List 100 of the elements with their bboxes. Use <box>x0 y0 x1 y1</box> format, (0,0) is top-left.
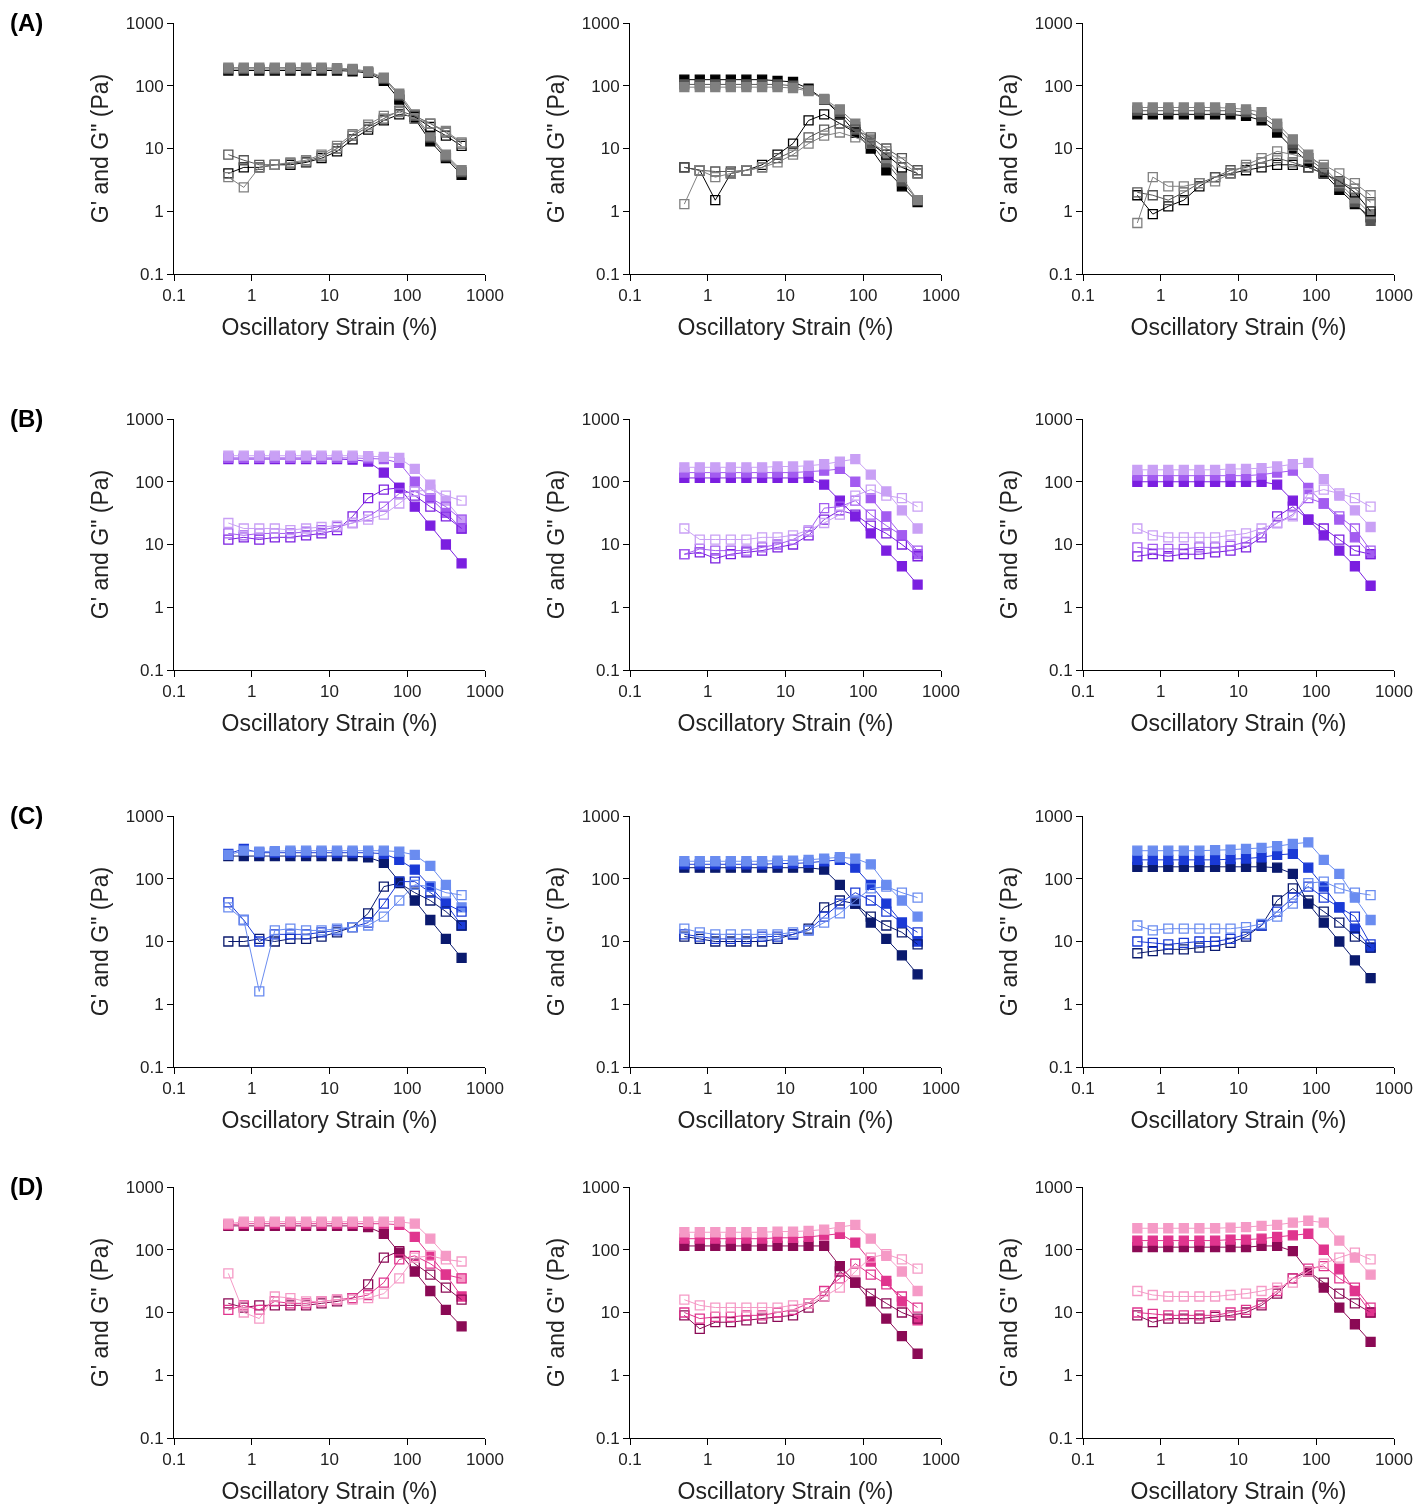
y-tick-label: 10 <box>144 139 164 159</box>
x-tick-label: 10 <box>320 1079 339 1099</box>
x-tick-label: 10 <box>776 286 795 306</box>
y-tick-label: 10 <box>144 1303 164 1323</box>
y-tick-label: 10 <box>600 139 620 159</box>
chart-title: (B) <box>10 405 44 433</box>
x-tick-label: 1 <box>247 682 257 702</box>
y-tick-label: 1000 <box>125 1177 164 1197</box>
y-tick-label: 0.1 <box>139 264 164 284</box>
y-tick-label: 1000 <box>1034 409 1073 429</box>
x-axis-title: Oscillatory Strain (%) <box>677 314 894 340</box>
x-tick-label: 10 <box>1229 682 1248 702</box>
y-tick-label: 1000 <box>1034 806 1073 826</box>
y-tick-label: 0.1 <box>1048 1057 1073 1077</box>
x-tick-label: 100 <box>849 682 878 702</box>
x-tick-label: 1000 <box>466 682 504 702</box>
x-axis-title: Oscillatory Strain (%) <box>221 710 438 736</box>
x-tick-label: 10 <box>776 1450 795 1470</box>
chart-title: (A) <box>10 9 44 37</box>
x-tick-label: 1 <box>247 1079 257 1099</box>
x-tick-label: 1000 <box>922 286 960 306</box>
y-tick-label: 0.1 <box>595 264 620 284</box>
x-axis-title: Oscillatory Strain (%) <box>677 710 894 736</box>
x-tick-label: 1 <box>1156 682 1166 702</box>
y-axis-title: G' and G" (Pa) <box>996 1237 1023 1388</box>
chart-title: (D) <box>10 1173 44 1201</box>
y-axis-title: G' and G" (Pa) <box>543 73 570 224</box>
x-tick-label: 100 <box>1302 682 1331 702</box>
x-tick-label: 100 <box>393 1450 422 1470</box>
x-tick-label: 10 <box>320 1450 339 1470</box>
x-tick-label: 1 <box>703 682 713 702</box>
y-tick-label: 1 <box>154 1366 164 1386</box>
y-axis-title: G' and G" (Pa) <box>543 866 570 1017</box>
y-tick-label: 100 <box>135 869 164 889</box>
x-axis-title: Oscillatory Strain (%) <box>221 314 438 340</box>
y-tick-label: 1 <box>154 598 164 618</box>
x-tick-label: 100 <box>1302 1079 1331 1099</box>
y-tick-label: 100 <box>1044 472 1073 492</box>
x-axis-title: Oscillatory Strain (%) <box>221 1478 438 1504</box>
y-tick-label: 10 <box>1053 535 1073 555</box>
y-tick-label: 10 <box>600 932 620 952</box>
x-tick-label: 1000 <box>1375 286 1413 306</box>
x-tick-label: 100 <box>849 1450 878 1470</box>
y-tick-label: 10 <box>600 535 620 555</box>
y-tick-label: 10 <box>1053 932 1073 952</box>
y-tick-label: 100 <box>135 472 164 492</box>
x-tick-label: 1000 <box>922 682 960 702</box>
y-tick-label: 10 <box>144 535 164 555</box>
x-tick-label: 1000 <box>466 1450 504 1470</box>
y-tick-label: 1000 <box>581 409 620 429</box>
chart-title: (C) <box>10 802 44 830</box>
y-tick-label: 1 <box>610 1366 620 1386</box>
y-axis-title: G' and G" (Pa) <box>996 866 1023 1017</box>
y-axis-title: G' and G" (Pa) <box>996 73 1023 224</box>
y-tick-label: 100 <box>135 1240 164 1260</box>
x-tick-label: 10 <box>776 1079 795 1099</box>
y-tick-label: 1 <box>610 995 620 1015</box>
x-tick-label: 1000 <box>1375 1079 1413 1099</box>
x-tick-label: 1000 <box>466 1079 504 1099</box>
y-tick-label: 100 <box>1044 1240 1073 1260</box>
y-tick-label: 100 <box>591 76 620 96</box>
y-tick-label: 0.1 <box>1048 660 1073 680</box>
y-tick-label: 10 <box>144 932 164 952</box>
y-tick-label: 1 <box>154 202 164 222</box>
x-tick-label: 1000 <box>466 286 504 306</box>
x-tick-label: 10 <box>1229 286 1248 306</box>
x-tick-label: 1 <box>1156 1450 1166 1470</box>
y-axis-title: G' and G" (Pa) <box>87 469 114 620</box>
y-tick-label: 1000 <box>125 409 164 429</box>
x-tick-label: 10 <box>1229 1079 1248 1099</box>
y-tick-label: 10 <box>600 1303 620 1323</box>
y-tick-label: 1 <box>1063 995 1073 1015</box>
y-axis-title: G' and G" (Pa) <box>543 469 570 620</box>
x-axis-title: Oscillatory Strain (%) <box>1130 1107 1347 1133</box>
y-tick-label: 0.1 <box>1048 1428 1073 1448</box>
x-axis-title: Oscillatory Strain (%) <box>1130 1478 1347 1504</box>
x-tick-label: 10 <box>320 286 339 306</box>
y-tick-label: 10 <box>1053 139 1073 159</box>
y-tick-label: 10 <box>1053 1303 1073 1323</box>
y-tick-label: 1 <box>1063 1366 1073 1386</box>
y-tick-label: 1 <box>610 598 620 618</box>
y-tick-label: 0.1 <box>1048 264 1073 284</box>
y-tick-label: 1000 <box>581 1177 620 1197</box>
x-tick-label: 1000 <box>922 1450 960 1470</box>
x-tick-label: 100 <box>1302 286 1331 306</box>
y-tick-label: 1 <box>610 202 620 222</box>
x-tick-label: 1000 <box>1375 682 1413 702</box>
x-tick-label: 1000 <box>922 1079 960 1099</box>
x-tick-label: 100 <box>849 286 878 306</box>
y-axis-title: G' and G" (Pa) <box>87 866 114 1017</box>
y-tick-label: 1 <box>154 995 164 1015</box>
x-tick-label: 1 <box>703 286 713 306</box>
x-tick-label: 10 <box>776 682 795 702</box>
y-tick-label: 1000 <box>581 806 620 826</box>
y-tick-label: 100 <box>1044 869 1073 889</box>
y-tick-label: 1000 <box>125 13 164 33</box>
x-tick-label: 1 <box>1156 1079 1166 1099</box>
x-tick-label: 10 <box>1229 1450 1248 1470</box>
x-tick-label: 100 <box>393 1079 422 1099</box>
x-tick-label: 100 <box>393 682 422 702</box>
